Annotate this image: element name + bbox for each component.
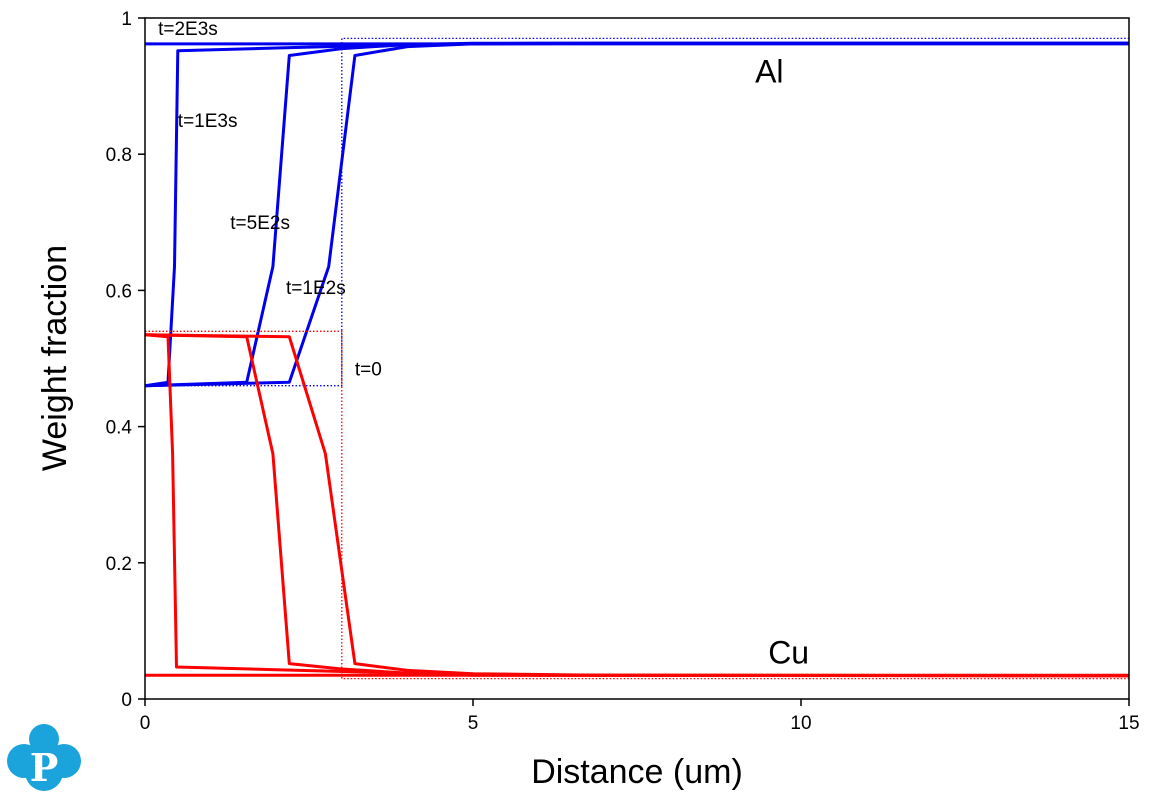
series-line-al-t-1e2s — [144, 41, 1129, 388]
x-tick-label: 5 — [468, 713, 479, 734]
tick-layer: 0 5 10 15 0 0.2 0.4 0.6 0.8 1 — [106, 9, 1140, 734]
logo-letter: P — [30, 745, 59, 790]
curve-label-t-2e3s: t=2E3s — [158, 19, 218, 40]
curve-label-t-1e3s: t=1E3s — [178, 111, 238, 132]
x-tick-label: 0 — [140, 713, 151, 734]
x-tick-label: 15 — [1118, 713, 1139, 734]
series-line-al-t-5e2s — [144, 41, 1129, 388]
series-line-al-t-1e3s — [144, 41, 1129, 388]
y-tick-label: 0.4 — [106, 418, 133, 439]
logo-blob-center — [25, 753, 63, 791]
y-tick-label: 0 — [121, 690, 132, 711]
curve-label-t-5e2s: t=5E2s — [230, 213, 290, 234]
series-line-cu-t-0 — [145, 330, 1129, 680]
x-axis-title: Distance (um) — [531, 753, 743, 791]
curve-label-t-1e2s: t=1E2s — [286, 278, 346, 299]
y-tick-label: 0.2 — [106, 554, 132, 575]
logo: P — [7, 724, 81, 791]
y-axis-title: Weight fraction — [36, 245, 74, 471]
y-tick-label: 0.8 — [106, 145, 132, 166]
x-tick-label: 10 — [790, 713, 811, 734]
species-label-al: Al — [755, 54, 783, 90]
species-label-cu: Cu — [768, 635, 809, 671]
plot-frame — [144, 17, 1130, 700]
annotation-layer: t=2E3s t=1E3s t=5E2s t=1E2s t=0 Al Cu — [158, 19, 809, 671]
y-tick-label: 1 — [121, 9, 132, 30]
series-layer — [144, 37, 1130, 680]
y-tick-label: 0.6 — [106, 281, 132, 302]
logo-blob-top — [29, 724, 59, 754]
series-line-al-t-0 — [145, 37, 1129, 387]
curve-label-t-0: t=0 — [355, 360, 382, 381]
